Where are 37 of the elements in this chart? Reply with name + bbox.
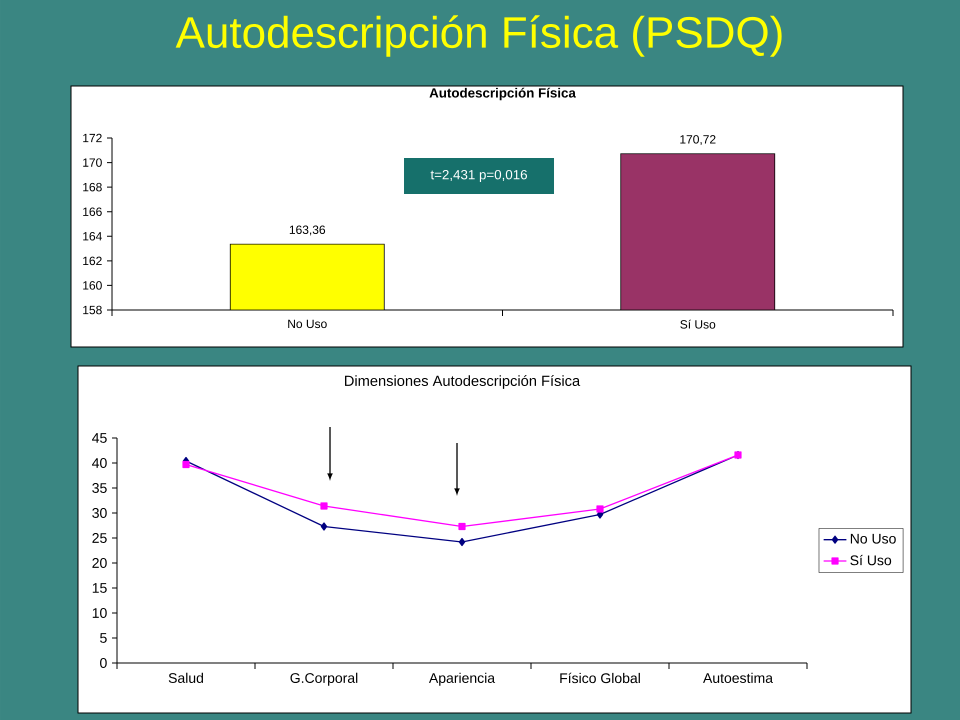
y-tick-label: 172 (83, 134, 102, 142)
x-tick-label: Autoestima (703, 672, 774, 683)
chart-title: Dimensiones Autodescripción Física (345, 375, 580, 389)
y-tick-label: 160 (83, 281, 102, 290)
y-tick-label: 20 (92, 558, 107, 568)
point (320, 522, 328, 531)
point (596, 505, 604, 513)
point (458, 522, 466, 530)
y-tick-label: 15 (92, 583, 107, 593)
y-tick-label: 170 (83, 158, 102, 167)
y-tick-label: 164 (83, 232, 102, 241)
y-tick-label: 45 (92, 433, 107, 443)
data-label: 163,36 (290, 226, 326, 236)
y-tick-label: 40 (92, 458, 107, 468)
point (458, 538, 466, 546)
y-tick-label: 10 (92, 608, 107, 618)
y-tick-label: 35 (92, 483, 107, 493)
y-tick-label: 25 (92, 533, 107, 543)
x-tick-label: Apariencia (428, 672, 496, 686)
data-label: 170,72 (680, 135, 716, 146)
legend-label: No Uso (850, 534, 896, 544)
text: Autodescripción Física (PSDQ) (176, 15, 782, 57)
x-tick-label: Físico Global (560, 672, 640, 684)
y-tick-label: 158 (83, 306, 102, 314)
y-tick-label: 162 (83, 256, 102, 266)
y-tick-label: 166 (83, 207, 102, 216)
x-tick-label: Salud (168, 672, 203, 683)
y-tick-label: 168 (83, 182, 102, 192)
y-tick-label: 0 (100, 658, 107, 668)
legend-label: Sí Uso (850, 554, 892, 566)
y-tick-label: 30 (92, 508, 107, 518)
annotation: t=2,431 p=0,016 (430, 170, 527, 182)
point (320, 502, 328, 510)
x-tick-label: G.Corporal (290, 672, 358, 686)
chart-title: Autodescripción Física (429, 88, 576, 100)
y-tick-label: 5 (100, 633, 107, 643)
point (182, 460, 190, 468)
